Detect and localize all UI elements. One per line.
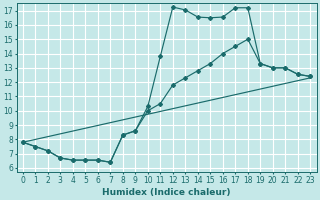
X-axis label: Humidex (Indice chaleur): Humidex (Indice chaleur) bbox=[102, 188, 231, 197]
